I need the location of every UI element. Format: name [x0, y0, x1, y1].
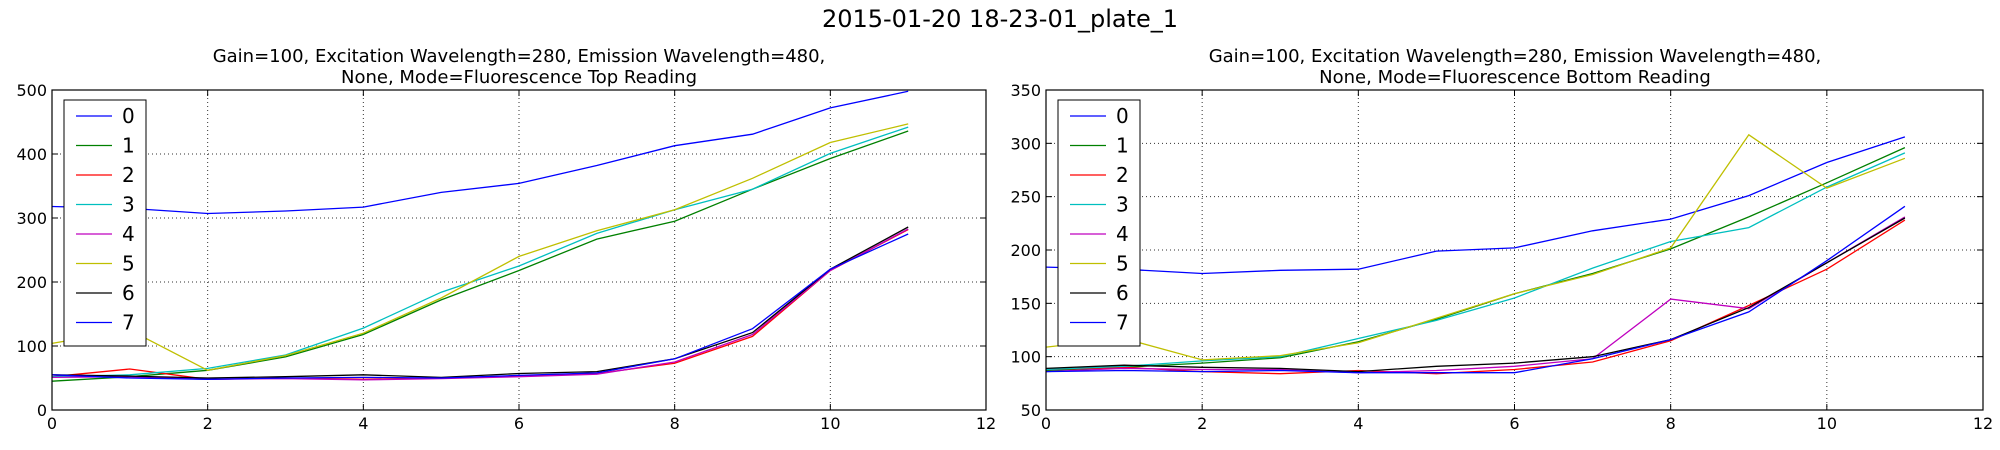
bottom-reading-x-tick-label: 8 [1666, 414, 1676, 433]
top-reading-legend-label-6: 6 [122, 281, 135, 305]
top-reading-x-tick-label: 0 [47, 414, 57, 433]
bottom-reading-y-tick-label: 300 [1010, 134, 1041, 153]
top-reading-x-tick-label: 10 [820, 414, 840, 433]
top-reading-title-line1: Gain=100, Excitation Wavelength=280, Emi… [213, 46, 826, 67]
bottom-reading-series-4-line [1045, 216, 1906, 374]
top-reading-x-tick-label: 8 [670, 414, 680, 433]
bottom-reading-y-tick-label: 150 [1010, 294, 1041, 313]
top-reading-legend-label-4: 4 [122, 222, 135, 246]
bottom-reading-x-tick-label: 12 [1973, 414, 1993, 433]
top-reading-x-tick-label: 12 [976, 414, 996, 433]
top-reading-y-tick-label: 200 [16, 273, 47, 292]
bottom-reading-y-tick-label: 100 [1010, 348, 1041, 367]
top-reading-series-6-line [51, 226, 909, 379]
bottom-reading-series-5-line [1045, 133, 1906, 361]
bottom-reading-x-tick-label: 0 [1041, 414, 1051, 433]
bottom-reading-title-line2: None, Mode=Fluorescence Bottom Reading [1319, 67, 1711, 88]
top-reading-chart: Gain=100, Excitation Wavelength=280, Emi… [16, 46, 996, 433]
bottom-reading-legend-label-5: 5 [1116, 252, 1129, 276]
top-reading-x-tick-label: 2 [203, 414, 213, 433]
bottom-reading-legend-label-1: 1 [1116, 134, 1129, 158]
bottom-reading-series-3-line [1045, 152, 1906, 371]
bottom-reading-series-1-line [1045, 147, 1906, 372]
top-reading-x-tick-label: 6 [514, 414, 524, 433]
figure-title: 2015-01-20 18-23-01_plate_1 [822, 5, 1178, 33]
bottom-reading-x-tick-label: 6 [1509, 414, 1519, 433]
bottom-reading-legend-label-7: 7 [1116, 311, 1129, 335]
bottom-reading-series-2-line [1045, 219, 1906, 375]
bottom-reading-title-line1: Gain=100, Excitation Wavelength=280, Emi… [1209, 46, 1822, 67]
bottom-reading-legend-box [1057, 99, 1141, 347]
bottom-reading-y-tick-label: 200 [1010, 241, 1041, 260]
bottom-reading-series-6-line [1045, 217, 1906, 373]
bottom-reading-x-tick-label: 10 [1817, 414, 1837, 433]
bottom-reading-legend-label-4: 4 [1116, 222, 1129, 246]
top-reading-legend-label-5: 5 [122, 252, 135, 276]
top-reading-series-0-line [51, 90, 909, 215]
bottom-reading-legend: 0 1 2 3 4 5 6 7 [1057, 99, 1141, 347]
bottom-reading-y-tick-label: 50 [1021, 401, 1041, 420]
bottom-reading-x-tick-label: 4 [1353, 414, 1363, 433]
top-reading-y-tick-label: 0 [37, 401, 47, 420]
bottom-reading-x-tick-label: 2 [1197, 414, 1207, 433]
top-reading-legend: 0 1 2 3 4 5 6 7 [63, 99, 147, 347]
bottom-reading-chart: Gain=100, Excitation Wavelength=280, Emi… [1010, 46, 1993, 433]
bottom-reading-legend-label-2: 2 [1116, 163, 1129, 187]
bottom-reading-legend-label-6: 6 [1116, 281, 1129, 305]
top-reading-x-tick-label: 4 [358, 414, 368, 433]
bottom-reading-y-tick-label: 350 [1010, 81, 1041, 100]
top-reading-y-tick-label: 500 [16, 81, 47, 100]
bottom-reading-y-tick-label: 250 [1010, 188, 1041, 207]
top-reading-series-4-line [51, 228, 909, 381]
top-reading-legend-label-7: 7 [122, 311, 135, 335]
top-reading-legend-label-1: 1 [122, 134, 135, 158]
top-reading-legend-label-2: 2 [122, 163, 135, 187]
bottom-reading-series-0-line [1045, 136, 1906, 275]
top-reading-series-3-line [51, 126, 909, 378]
top-reading-y-tick-label: 400 [16, 145, 47, 164]
top-reading-legend-box [63, 99, 147, 347]
top-reading-y-tick-label: 100 [16, 337, 47, 356]
top-reading-legend-label-3: 3 [122, 193, 135, 217]
top-reading-series-7-line [51, 233, 909, 380]
top-reading-legend-label-0: 0 [122, 104, 135, 128]
top-reading-series-5-line [51, 123, 909, 371]
top-reading-series-1-line [51, 130, 909, 382]
top-reading-title-line2: None, Mode=Fluorescence Top Reading [341, 67, 697, 88]
bottom-reading-series-7-line [1045, 205, 1906, 374]
bottom-reading-legend-label-0: 0 [1116, 104, 1129, 128]
bottom-reading-legend-label-3: 3 [1116, 193, 1129, 217]
top-reading-y-tick-label: 300 [16, 209, 47, 228]
